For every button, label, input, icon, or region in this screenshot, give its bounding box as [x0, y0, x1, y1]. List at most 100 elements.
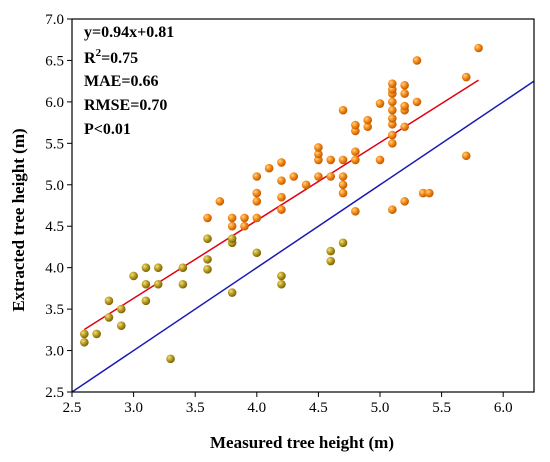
data-point: [153, 279, 163, 289]
data-point: [178, 279, 188, 289]
plot-frame: [71, 18, 535, 393]
data-point: [129, 271, 138, 281]
data-point: [141, 296, 151, 306]
y-tick-label: 6.5: [45, 53, 64, 69]
data-point: [363, 122, 372, 132]
mae-text: MAE=0.66: [84, 73, 158, 90]
x-axis-label: Measured tree height (m): [210, 433, 394, 452]
data-point: [338, 155, 348, 165]
data-point: [277, 279, 286, 289]
x-tick-label: 3.0: [124, 400, 143, 416]
data-point: [252, 197, 262, 206]
y-tick-label: 4.5: [45, 219, 64, 235]
data-point: [388, 79, 397, 88]
data-point: [227, 288, 237, 297]
data-point: [314, 149, 323, 159]
data-point: [400, 101, 409, 111]
data-point: [203, 234, 212, 243]
data-point: [277, 158, 286, 167]
data-point: [400, 81, 409, 90]
r-squared-value: =0.75: [101, 50, 138, 67]
y-tick-label: 5.0: [45, 178, 64, 194]
x-tick-label: 5.5: [432, 400, 451, 416]
y-axis-ticks: 2.5 3.0 3.5 4.0 4.5 5.0 5.5 6.0 6.5 7.0: [45, 12, 72, 401]
data-point: [338, 105, 348, 115]
data-point: [326, 246, 336, 256]
data-point: [252, 213, 262, 223]
data-point: [400, 197, 409, 206]
regression-lines: [71, 79, 535, 393]
data-point: [203, 213, 212, 223]
data-point: [166, 354, 175, 364]
data-point: [474, 43, 483, 53]
data-point: [351, 155, 360, 165]
y-tick-label: 6.0: [45, 95, 64, 111]
data-point: [92, 329, 101, 339]
y-tick-label: 7.0: [45, 12, 64, 28]
data-points: [80, 43, 483, 364]
data-point: [252, 248, 262, 258]
data-point: [418, 188, 428, 198]
data-point: [363, 115, 372, 125]
data-point: [203, 255, 212, 264]
y-tick-label: 4.0: [45, 261, 64, 277]
data-point: [153, 263, 163, 272]
data-point: [351, 147, 360, 156]
p-value-text: P<0.01: [84, 121, 131, 138]
data-point: [326, 155, 336, 165]
data-point: [412, 56, 422, 65]
data-point: [388, 130, 397, 140]
r-squared-prefix: R: [84, 50, 96, 67]
data-point: [400, 122, 409, 132]
data-point: [116, 304, 126, 314]
data-point: [461, 72, 471, 82]
data-point: [203, 265, 212, 274]
data-point: [326, 256, 336, 266]
data-point: [314, 172, 323, 181]
y-tick-label: 3.0: [45, 344, 64, 360]
data-point: [277, 176, 286, 185]
y-tick-label: 2.5: [45, 385, 64, 401]
stats-annotation: y=0.94x+0.81 R2=0.75 MAE=0.66 RMSE=0.70 …: [84, 24, 174, 138]
x-tick-label: 5.0: [371, 400, 390, 416]
data-point: [375, 155, 385, 165]
rmse-text: RMSE=0.70: [84, 97, 167, 114]
data-point: [301, 180, 311, 190]
data-point: [338, 188, 348, 198]
data-point: [104, 296, 114, 306]
data-point: [277, 192, 286, 202]
data-point: [178, 263, 188, 272]
data-point: [141, 279, 151, 289]
data-point: [461, 151, 471, 161]
data-point: [141, 263, 151, 272]
y-tick-label: 3.5: [45, 302, 64, 318]
data-point: [388, 114, 397, 123]
x-tick-label: 4.0: [247, 400, 266, 416]
fit-line: [83, 79, 479, 331]
data-point: [388, 105, 397, 115]
r-squared-superscript: 2: [96, 47, 102, 59]
data-point: [388, 139, 397, 148]
data-point: [424, 188, 434, 198]
data-point: [388, 97, 397, 107]
data-point: [338, 238, 348, 248]
data-point: [264, 163, 274, 173]
x-axis-ticks: 2.5 3.0 3.5 4.0 4.5 5.0 5.5 6.0: [63, 392, 513, 416]
data-point: [314, 143, 323, 152]
data-point: [240, 213, 249, 223]
data-point: [116, 321, 126, 330]
x-tick-label: 4.5: [309, 400, 328, 416]
data-point: [80, 329, 89, 339]
data-point: [326, 172, 336, 181]
data-point: [227, 213, 237, 223]
data-point: [277, 271, 286, 281]
data-point: [338, 172, 348, 181]
data-point: [104, 313, 114, 322]
data-point: [400, 89, 409, 98]
x-tick-label: 6.0: [494, 400, 513, 416]
data-point: [227, 234, 237, 243]
y-tick-label: 5.5: [45, 136, 64, 152]
data-point: [240, 221, 249, 231]
data-point: [215, 197, 225, 206]
data-point: [351, 120, 360, 130]
